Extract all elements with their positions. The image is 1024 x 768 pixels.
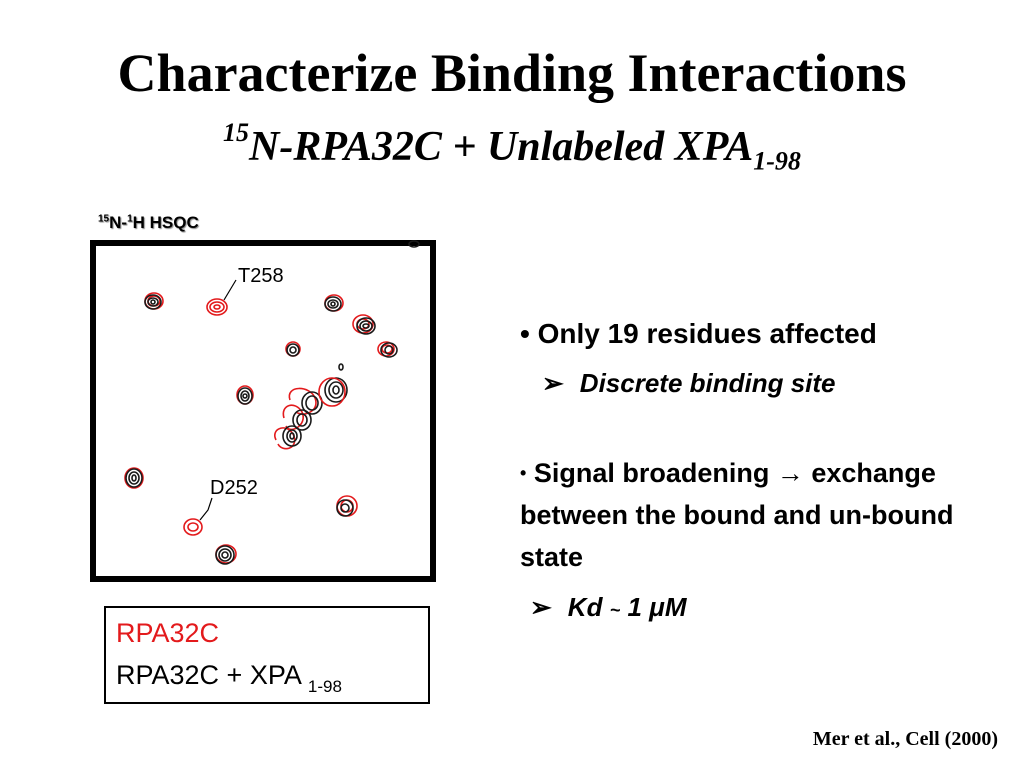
annotation-t258: T258 — [238, 265, 284, 287]
hsqc-spectrum: T258 D252 — [90, 240, 436, 582]
subbullet-binding-site: ➢ Discrete binding site — [542, 368, 836, 399]
subbullet-text: Discrete binding site — [579, 368, 836, 398]
approx-icon: ~ — [609, 600, 621, 620]
peak-cluster — [274, 377, 348, 450]
bullet-text-cont: exchange between the bound and un-bound … — [520, 458, 954, 572]
annotation-d252: D252 — [210, 477, 258, 499]
bullet-residues: • Only 19 residues affected — [520, 318, 877, 350]
hsqc-label-sup-n: 15 — [98, 213, 110, 225]
d252-leader — [199, 497, 213, 521]
peak — [124, 467, 144, 489]
arrow-bullet-icon: ➢ — [530, 592, 552, 622]
slide-subtitle: 15N-RPA32C + Unlabeled XPA1-98 — [0, 118, 1024, 176]
legend-complex-label: RPA32C + XPA — [116, 660, 301, 690]
bullet-broadening: • Signal broadening → exchange between t… — [520, 452, 980, 578]
peak — [336, 495, 358, 517]
peak — [324, 294, 344, 312]
legend-complex: RPA32C + XPA 1-98 — [116, 660, 342, 697]
kd-value: 1 — [627, 592, 642, 622]
peak — [377, 341, 398, 358]
right-arrow-icon: → — [776, 458, 804, 488]
peak-corner — [408, 240, 420, 248]
subtitle-isotope: 15 — [223, 118, 250, 147]
peak — [144, 292, 164, 310]
subtitle-main: N-RPA32C + Unlabeled XPA — [249, 124, 754, 170]
kd-unit-prefix: μ — [649, 592, 665, 622]
bullet-text: Signal broadening — [533, 458, 770, 488]
slide-title: Characterize Binding Interactions — [117, 43, 907, 103]
bullet-marker: • — [520, 318, 530, 349]
spectrum-legend: RPA32C RPA32C + XPA 1-98 — [104, 606, 430, 704]
subbullet-kd: ➢ Kd ~ 1 μM — [530, 592, 687, 623]
subtitle-residue-range: 1-98 — [753, 146, 801, 176]
legend-free: RPA32C — [116, 618, 220, 648]
peak — [352, 314, 376, 335]
peak — [285, 341, 301, 357]
peak-t258 — [206, 298, 228, 316]
peak-d252 — [183, 518, 203, 536]
bullet-marker: • — [520, 463, 527, 483]
hsqc-label-n: N- — [109, 213, 128, 232]
arrow-bullet-icon: ➢ — [542, 368, 564, 398]
citation: Mer et al., Cell (2000) — [812, 728, 998, 750]
kd-label: Kd — [567, 592, 603, 622]
peak — [338, 363, 344, 371]
bullet-text: Only 19 residues affected — [537, 318, 877, 349]
hsqc-label-sup-h: 1 — [127, 213, 133, 225]
legend-complex-range: 1-98 — [307, 677, 342, 696]
peak — [236, 385, 254, 405]
kd-unit: M — [664, 592, 687, 622]
t258-leader — [223, 279, 237, 301]
hsqc-label: 15N-1H HSQC — [98, 213, 199, 233]
peak — [215, 544, 237, 565]
spectrum-frame — [90, 240, 436, 582]
hsqc-label-h: H HSQC — [132, 213, 199, 232]
